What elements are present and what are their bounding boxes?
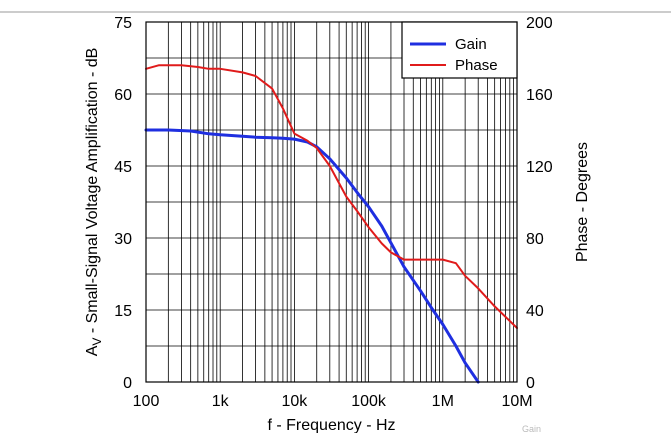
y-left-title-main: A	[84, 345, 101, 356]
y-right-tick-label: 80	[526, 231, 544, 248]
x-tick-label: 10M	[501, 393, 532, 410]
x-tick-label: 10k	[282, 393, 309, 410]
y-left-tick-label: 15	[114, 303, 132, 320]
legend-label-gain: Gain	[455, 36, 487, 53]
y-right-tick-label: 200	[526, 15, 553, 32]
x-tick-label: 100k	[351, 393, 387, 410]
series-line-phase	[145, 64, 518, 329]
grid	[146, 22, 517, 382]
y-left-tick-label: 45	[114, 159, 132, 176]
y-left-title-subscript: V	[90, 338, 104, 346]
series-line-gain	[144, 128, 480, 384]
x-tick-label: 1M	[432, 393, 454, 410]
y-right-tick-label: 0	[526, 375, 535, 392]
y-left-title-rest: - Small-Signal Voltage Amplification - d…	[84, 48, 101, 338]
x-axis-title: f - Frequency - Hz	[267, 417, 395, 433]
y-left-axis-title: AV - Small-Signal Voltage Amplification …	[84, 48, 104, 357]
y-right-tick-label: 120	[526, 159, 553, 176]
y-left-tick-labels: 0 15 30 45 60 75	[114, 15, 132, 392]
legend-label-phase: Phase	[455, 57, 498, 74]
y-left-tick-label: 30	[114, 231, 132, 248]
y-right-axis-title: Phase - Degrees	[574, 142, 591, 262]
legend: Gain Phase	[401, 21, 518, 79]
x-tick-label: 1k	[212, 393, 230, 410]
series-layer	[144, 64, 518, 384]
y-right-tick-label: 40	[526, 303, 544, 320]
y-left-tick-label: 75	[114, 15, 132, 32]
y-right-tick-label: 160	[526, 87, 553, 104]
x-tick-labels: 100 1k 10k 100k 1M 10M	[133, 393, 533, 410]
y-left-tick-label: 60	[114, 87, 132, 104]
plot-frame	[145, 21, 518, 383]
legend-box	[401, 21, 518, 79]
y-right-tick-labels: 0 40 80 120 160 200	[526, 15, 553, 392]
y-left-tick-label: 0	[123, 375, 132, 392]
watermark-text: Gain	[522, 424, 541, 433]
x-tick-label: 100	[133, 393, 160, 410]
